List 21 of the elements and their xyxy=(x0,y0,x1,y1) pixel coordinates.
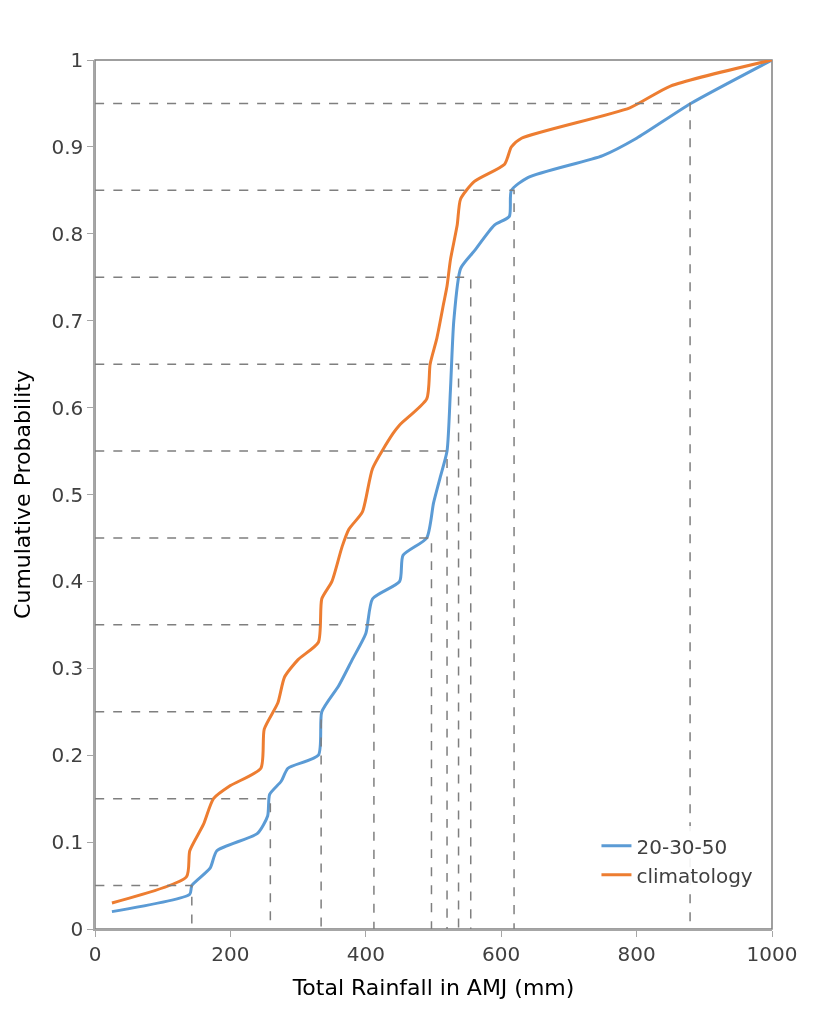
x-tick-label: 800 xyxy=(617,941,656,966)
x-tick-label: 600 xyxy=(482,941,521,966)
y-tick-label: 0.8 xyxy=(51,221,84,246)
y-tick-label: 0.9 xyxy=(51,134,84,159)
x-tick-label: 1000 xyxy=(746,941,798,966)
y-tick-label: 0.4 xyxy=(51,569,84,594)
legend-label: climatology xyxy=(636,863,753,888)
y-tick-label: 0.3 xyxy=(51,656,84,681)
y-tick-label: 0.7 xyxy=(51,308,84,333)
y-tick-label: 0 xyxy=(70,917,84,941)
x-axis-title: Total Rainfall in AMJ (mm) xyxy=(291,975,575,1001)
x-tick-label: 0 xyxy=(88,941,102,966)
x-tick-label: 400 xyxy=(346,941,385,966)
legend-label: 20-30-50 xyxy=(636,834,728,859)
y-tick-label: 0.6 xyxy=(51,395,84,420)
y-tick-label: 0.1 xyxy=(51,830,84,855)
y-tick-label: 0.5 xyxy=(51,482,84,507)
y-tick-label: 1 xyxy=(70,48,84,72)
x-tick-label: 200 xyxy=(211,941,250,966)
y-axis-title: Cumulative Probability xyxy=(9,370,35,619)
y-tick-label: 0.2 xyxy=(51,743,84,768)
